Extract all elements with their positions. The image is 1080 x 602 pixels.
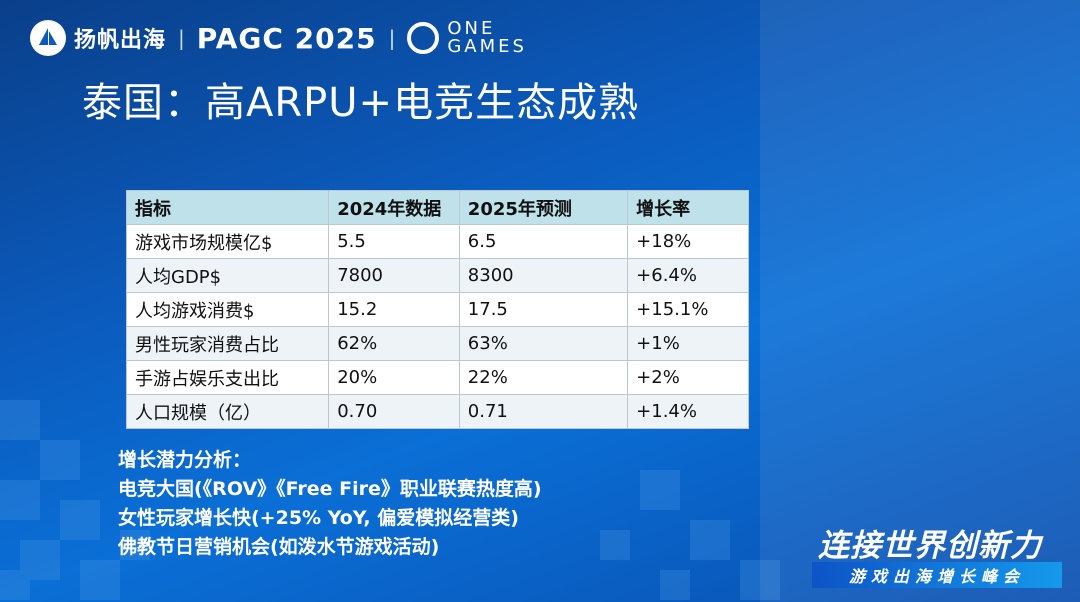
table-cell: 20% <box>328 360 460 395</box>
analysis-heading: 增长潜力分析： <box>118 449 252 471</box>
table-cell: +2% <box>627 360 749 395</box>
table-row: 人均游戏消费$ 15.2 17.5 +15.1% <box>125 292 749 327</box>
table-cell: 7800 <box>328 258 460 293</box>
table-cell: 8300 <box>458 258 629 293</box>
analysis-point: 电竞大国(《ROV》《Free Fire》职业联赛热度高) <box>118 478 542 500</box>
growth-analysis: 增长潜力分析： 电竞大国(《ROV》《Free Fire》职业联赛热度高) 女性… <box>118 446 542 562</box>
table-cell: 男性玩家消费占比 <box>125 326 330 361</box>
table-row: 男性玩家消费占比 62% 63% +1% <box>125 326 749 361</box>
table-cell: 22% <box>458 360 629 395</box>
table-header-row: 指标 2024年数据 2025年预测 增长率 <box>125 190 749 225</box>
table-row: 游戏市场规模亿$ 5.5 6.5 +18% <box>125 224 749 259</box>
one-games-logo-icon <box>407 22 440 54</box>
sail-logo-icon <box>30 20 66 56</box>
table-cell: 62% <box>328 326 460 361</box>
sub-slogan: 游戏出海增长峰会 <box>812 562 1062 588</box>
table-cell: 游戏市场规模亿$ <box>125 224 330 259</box>
partner-name-bottom: GAMES <box>447 36 527 57</box>
header-logos: 扬帆出海 | PAGC 2025 | ONE GAMES <box>30 18 527 58</box>
table-cell: 人口规模（亿） <box>125 394 330 429</box>
table-cell: 5.5 <box>328 224 460 259</box>
table-row: 人口规模（亿） 0.70 0.71 +1.4% <box>125 394 749 429</box>
data-table: 指标 2024年数据 2025年预测 增长率 游戏市场规模亿$ 5.5 6.5 … <box>125 190 749 429</box>
table-cell: +1.4% <box>627 394 749 429</box>
table-row: 手游占娱乐支出比 20% 22% +2% <box>125 360 749 395</box>
slogan: 连接世界创新力 <box>818 528 1042 564</box>
table-cell: 0.70 <box>328 394 460 429</box>
column-header: 2025年预测 <box>458 190 629 225</box>
page-title: 泰国：高ARPU+电竞生态成熟 <box>82 80 640 126</box>
table-cell: 手游占娱乐支出比 <box>125 360 330 395</box>
table-cell: 17.5 <box>458 292 629 327</box>
analysis-point: 佛教节日营销机会(如泼水节游戏活动) <box>118 536 440 558</box>
table-row: 人均GDP$ 7800 8300 +6.4% <box>125 258 749 293</box>
table-cell: +1% <box>627 326 749 361</box>
table-cell: 人均GDP$ <box>125 258 330 293</box>
column-header: 2024年数据 <box>328 190 460 225</box>
table-cell: 15.2 <box>328 292 460 327</box>
brand-name: 扬帆出海 <box>74 28 167 53</box>
partner-name: ONE GAMES <box>447 20 527 56</box>
table-cell: 人均游戏消费$ <box>125 292 330 327</box>
header-separator-2: | <box>388 26 396 50</box>
table-cell: 63% <box>458 326 629 361</box>
event-name: PAGC 2025 <box>196 21 377 55</box>
header-separator: | <box>178 26 185 50</box>
partner-name-top: ONE <box>447 18 496 39</box>
column-header: 增长率 <box>627 190 749 225</box>
analysis-point: 女性玩家增长快(+25% YoY, 偏爱模拟经营类) <box>118 507 519 529</box>
table-cell: +6.4% <box>627 258 749 293</box>
table-cell: +15.1% <box>627 292 749 327</box>
column-header: 指标 <box>125 190 330 225</box>
table-cell: +18% <box>627 224 749 259</box>
table-cell: 6.5 <box>458 224 629 259</box>
table-cell: 0.71 <box>458 394 629 429</box>
